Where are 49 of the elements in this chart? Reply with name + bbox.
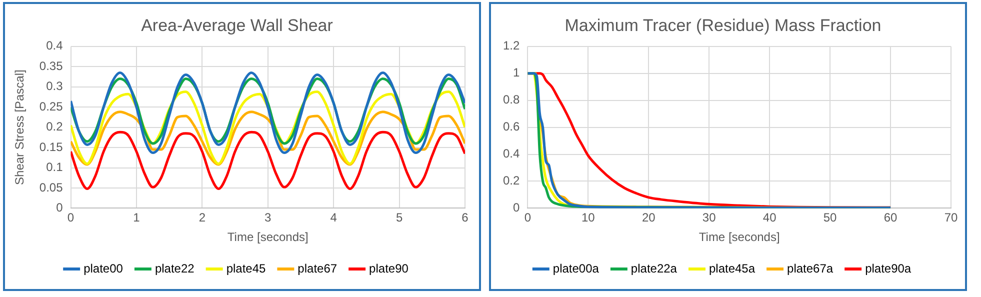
x-axis-title: Time [seconds] <box>698 230 780 244</box>
x-tick-label: 30 <box>702 210 716 225</box>
y-tick-label: 1 <box>512 66 520 80</box>
x-tick-label: 0 <box>67 210 74 225</box>
line-series <box>70 71 465 154</box>
y-axis-title: Shear Stress [Pascal] <box>12 70 27 185</box>
y-tick-label: 0 <box>512 200 520 215</box>
x-axis-title: Time [seconds] <box>227 230 308 244</box>
y-tick-label: 0 <box>56 200 64 215</box>
legend-label: plate67 <box>298 261 338 276</box>
y-tick-label: 0.35 <box>39 58 64 73</box>
chart-title: Maximum Tracer (Residue) Mass Fraction <box>564 16 882 35</box>
legend-label: plate90 <box>369 261 409 276</box>
line-series <box>70 130 465 190</box>
legend-label: plate00 <box>84 261 124 276</box>
y-tick-label: 0.4 <box>502 146 520 161</box>
x-tick-label: 10 <box>581 210 596 225</box>
x-tick-label: 40 <box>762 210 777 225</box>
y-tick-label: 0.15 <box>39 140 64 154</box>
x-tick-label: 50 <box>823 210 838 225</box>
x-tick-label: 2 <box>198 210 206 225</box>
y-tick-label: 0.8 <box>502 92 520 107</box>
legend-label: plate90a <box>865 261 912 276</box>
y-tick-label: 0.1 <box>46 160 64 174</box>
y-tick-label: 0.3 <box>46 79 64 94</box>
legend-label: plate22 <box>154 261 195 276</box>
legend-label: plate45a <box>708 261 756 276</box>
x-tick-label: 60 <box>884 210 898 225</box>
y-tick-label: 0.25 <box>39 99 64 114</box>
y-tick-label: 0.2 <box>46 120 64 134</box>
line-series <box>528 72 892 208</box>
x-tick-label: 5 <box>396 210 403 225</box>
x-tick-label: 6 <box>462 210 469 225</box>
y-tick-label: 1.2 <box>502 38 520 53</box>
x-tick-label: 1 <box>133 210 140 225</box>
legend-label: plate22a <box>630 261 678 276</box>
y-tick-label: 0.05 <box>39 180 64 194</box>
x-tick-label: 0 <box>524 210 532 225</box>
x-tick-label: 3 <box>264 210 272 225</box>
chart-title: Area-Average Wall Shear <box>141 16 334 35</box>
legend-label: plate67a <box>787 261 834 276</box>
y-tick-label: 0.2 <box>502 174 520 188</box>
x-tick-label: 20 <box>642 210 656 225</box>
legend-label: plate45 <box>226 261 266 276</box>
y-tick-label: 0.6 <box>502 120 520 134</box>
x-tick-label: 4 <box>330 210 338 225</box>
legend-label: plate00a <box>552 261 600 276</box>
y-tick-label: 0.4 <box>46 38 64 53</box>
x-tick-label: 70 <box>944 210 958 225</box>
